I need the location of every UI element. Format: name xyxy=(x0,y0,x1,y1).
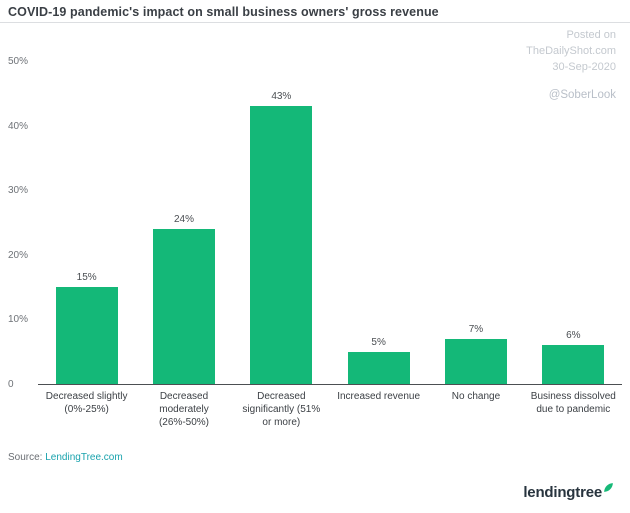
y-axis-tick: 20% xyxy=(8,249,29,261)
bar-value-label: 6% xyxy=(566,330,581,342)
bar-value-label: 24% xyxy=(173,213,194,225)
watermark: Posted on TheDailyShot.com 30-Sep-2020 @… xyxy=(526,27,616,103)
bar-column: 5% xyxy=(330,40,427,384)
watermark-line-1: Posted on xyxy=(566,29,616,41)
x-axis-label: No change xyxy=(451,391,501,402)
watermark-line-3: 30-Sep-2020 xyxy=(552,61,616,73)
x-axis-label: Increased revenue xyxy=(337,391,421,402)
y-axis-tick: 0 xyxy=(8,379,14,390)
x-axis-label: Business dissolved due to pandemic xyxy=(530,391,616,415)
bar xyxy=(250,106,313,384)
plot-area: 15% 24% 43% 5% 7% 6% xyxy=(38,40,622,385)
title-divider xyxy=(0,22,630,23)
bar-column: 24% xyxy=(135,40,232,384)
x-axis-label: Decreased moderately (26%-50%) xyxy=(158,391,209,428)
bar-column: 43% xyxy=(233,40,330,384)
leaf-icon xyxy=(604,483,613,492)
y-axis: 50% 40% 30% 20% 10% 0 xyxy=(8,40,36,390)
lendingtree-logo: lendingtree xyxy=(523,483,614,501)
watermark-line-2: TheDailyShot.com xyxy=(526,45,616,57)
bar-value-label: 43% xyxy=(271,91,292,103)
watermark-handle: @SoberLook xyxy=(548,89,616,101)
y-axis-tick: 50% xyxy=(8,56,29,67)
source-link[interactable]: LendingTree.com xyxy=(45,452,123,463)
bar xyxy=(444,338,507,384)
bar-value-label: 7% xyxy=(468,323,484,335)
bar-column: 7% xyxy=(427,40,524,384)
x-axis-label: Decreased significantly (51% or more) xyxy=(242,391,321,428)
bar xyxy=(542,345,605,384)
y-axis-tick: 40% xyxy=(8,120,29,132)
bar-column: 6% xyxy=(525,40,622,384)
bar-column: 15% xyxy=(38,40,135,384)
x-axis-labels: Decreased slightly (0%-25%) Decreased moder… xyxy=(38,390,622,429)
bar xyxy=(55,287,118,384)
lendingtree-logo-text: lendingtree xyxy=(523,484,602,501)
y-axis-tick: 30% xyxy=(8,185,29,197)
bar-chart: 50% 40% 30% 20% 10% 0 15% 24% 43% 5% 7% 6% xyxy=(8,40,622,390)
bar xyxy=(152,228,215,384)
source-prefix: Source: xyxy=(8,452,46,463)
source-line: Source: LendingTree.com xyxy=(8,452,123,463)
bar-value-label: 15% xyxy=(76,272,97,284)
bar-value-label: 5% xyxy=(371,336,386,348)
chart-title: COVID-19 pandemic's impact on small busi… xyxy=(8,5,439,19)
x-axis-label: Decreased slightly (0%-25%) xyxy=(45,391,128,415)
bar xyxy=(347,351,410,384)
y-axis-tick: 10% xyxy=(8,314,29,326)
